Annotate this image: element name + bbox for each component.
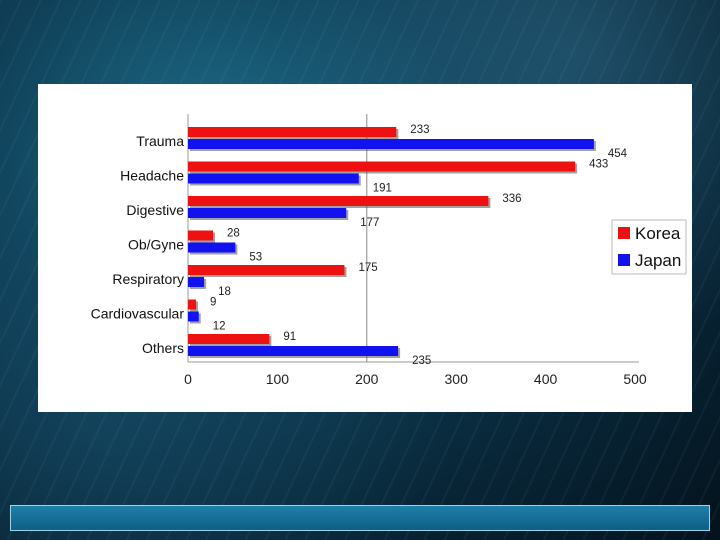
bar-japan xyxy=(188,139,594,149)
bar-korea xyxy=(188,334,270,344)
data-label: 9 xyxy=(210,297,216,309)
bar-korea xyxy=(188,265,345,275)
bar-japan xyxy=(188,311,199,322)
bar-korea xyxy=(188,230,214,241)
data-label: 191 xyxy=(373,183,392,195)
data-label: 233 xyxy=(410,124,429,136)
bar-korea xyxy=(188,196,489,206)
data-label: 336 xyxy=(502,193,521,205)
data-label: 12 xyxy=(213,321,226,333)
footer-bar xyxy=(10,505,710,531)
category-label: Digestive xyxy=(126,202,184,218)
data-label: 53 xyxy=(249,252,262,264)
data-label: 91 xyxy=(283,331,296,343)
bar-chart: 0 100 200 300 400 500 Trauma 233 454 Headache 433 1… xyxy=(91,114,687,387)
bar-korea xyxy=(188,161,576,172)
category-label: Trauma xyxy=(136,133,184,149)
category-label: Headache xyxy=(120,168,184,184)
x-tick-label: 200 xyxy=(355,371,379,387)
category-label: Cardiovascular xyxy=(91,306,185,322)
category-label: Ob/Gyne xyxy=(128,237,184,253)
data-label: 18 xyxy=(218,286,231,298)
data-label: 454 xyxy=(608,148,628,160)
data-label: 177 xyxy=(360,217,379,229)
legend-swatch xyxy=(618,254,630,266)
x-tick-label: 500 xyxy=(623,371,647,387)
category-label: Others xyxy=(142,340,184,356)
bar-japan xyxy=(188,346,399,356)
bar-japan xyxy=(188,277,205,287)
bar-japan xyxy=(188,208,347,218)
bar-korea xyxy=(188,299,197,310)
legend-swatch xyxy=(618,227,630,239)
x-tick-label: 100 xyxy=(266,371,290,387)
legend-label: Japan xyxy=(635,251,681,270)
data-label: 235 xyxy=(412,355,431,367)
legend-label: Korea xyxy=(635,224,681,243)
chart-panel: 0 100 200 300 400 500 Trauma 233 454 Headache 433 1… xyxy=(38,84,692,412)
data-label: 175 xyxy=(358,262,377,274)
x-tick-label: 400 xyxy=(534,371,558,387)
x-tick-label: 300 xyxy=(445,371,469,387)
data-label: 28 xyxy=(227,228,240,240)
data-label: 433 xyxy=(589,159,608,171)
bar-japan xyxy=(188,242,236,253)
bar-japan xyxy=(188,173,359,184)
bar-korea xyxy=(188,127,397,137)
category-label: Respiratory xyxy=(112,271,184,287)
x-tick-label: 0 xyxy=(184,371,192,387)
